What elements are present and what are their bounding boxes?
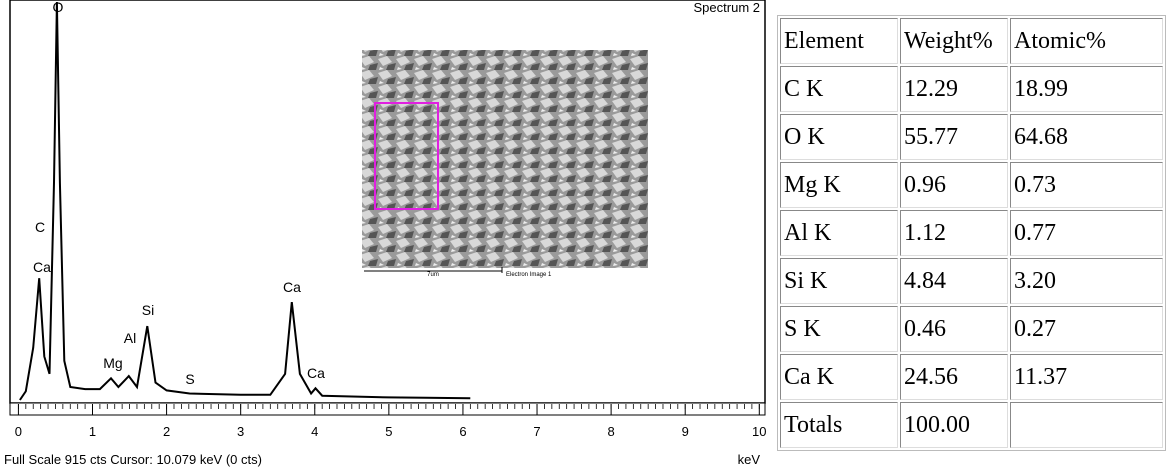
table-cell: 1.12 [900,210,1008,256]
x-tick-label: 2 [163,424,170,439]
x-tick-label: 1 [89,424,96,439]
table-cell: 24.56 [900,354,1008,400]
x-axis-ruler [9,402,766,416]
table-cell: 0.73 [1010,162,1163,208]
x-tick-label: 0 [15,424,22,439]
spectrum-chart: Spectrum 2 7um Electron Image 1 Full Sca… [4,0,767,467]
table-cell: 100.00 [900,402,1008,448]
table-cell: Atomic% [1010,18,1163,64]
table-cell: 55.77 [900,114,1008,160]
table-row: Ca K 24.56 11.37 [780,354,1163,400]
table-cell: 11.37 [1010,354,1163,400]
peak-label: Al [124,330,136,346]
table-cell: 0.96 [900,162,1008,208]
table-cell: S K [780,306,898,352]
footer: Full Scale 915 cts Cursor: 10.079 keV (0… [4,452,262,467]
peak-label: Ca [33,259,51,275]
table-cell: Weight% [900,18,1008,64]
table-cell: Totals [780,402,898,448]
table-row: Si K 4.84 3.20 [780,258,1163,304]
table-cell: 12.29 [900,66,1008,112]
table-cell: 0.77 [1010,210,1163,256]
peak-label: O [53,0,64,15]
table-row: Totals 100.00 [780,402,1163,448]
x-tick-label: 8 [608,424,615,439]
sem-image [362,50,648,268]
table-row: O K 55.77 64.68 [780,114,1163,160]
x-axis-label: keV [738,452,761,467]
peak-label: Ca [307,365,325,381]
spectrum-line [19,1,471,401]
table-row: Al K 1.12 0.77 [780,210,1163,256]
x-tick-label: 4 [311,424,318,439]
x-tick-label: 9 [682,424,689,439]
table-row: C K 12.29 18.99 [780,66,1163,112]
table-cell: O K [780,114,898,160]
x-tick-label: 5 [385,424,392,439]
table-cell: 4.84 [900,258,1008,304]
inset-caption: Electron Image 1 [506,272,552,278]
table-cell: Ca K [780,354,898,400]
inset-image: 7um Electron Image 1 [362,50,648,278]
table-cell: 3.20 [1010,258,1163,304]
peak-label: Si [142,302,154,318]
table-cell: 64.68 [1010,114,1163,160]
table-cell: C K [780,66,898,112]
x-tick-label: 6 [459,424,466,439]
peak-label: Ca [283,279,301,295]
table-row: S K 0.46 0.27 [780,306,1163,352]
table-row: Element Weight% Atomic% [780,18,1163,64]
table-cell: 18.99 [1010,66,1163,112]
x-tick-label: 3 [237,424,244,439]
table-cell: 0.27 [1010,306,1163,352]
table-cell: Element [780,18,898,64]
results-table: Element Weight% Atomic% C K 12.29 18.99 O K 55.… [777,15,1166,451]
peak-label: S [185,371,194,387]
table-cell: 0.46 [900,306,1008,352]
scale-label: 7um [427,272,439,278]
spectrum-title: Spectrum 2 [694,0,760,15]
table-cell [1010,402,1163,448]
x-tick-label: 10 [752,424,766,439]
table-row: Mg K 0.96 0.73 [780,162,1163,208]
x-tick-label: 7 [533,424,540,439]
selection-box [374,102,439,210]
peak-label: Mg [103,355,122,371]
table-cell: Si K [780,258,898,304]
table-cell: Al K [780,210,898,256]
peak-label: C [35,219,45,235]
table-cell: Mg K [780,162,898,208]
